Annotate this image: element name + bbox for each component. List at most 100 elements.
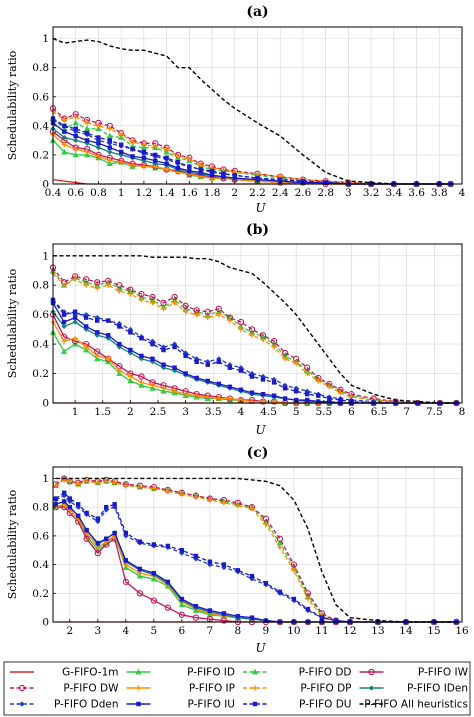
data-point-p-fifo-iu [73, 133, 78, 139]
data-point-p-fifo-du [95, 318, 100, 323]
data-point-p-fifo-iu [209, 173, 215, 178]
y-tick-label: 0.2 [32, 149, 49, 161]
data-point-p-fifo-dp [271, 344, 277, 350]
x-axis-label: U [255, 641, 266, 655]
x-tick-label: 0.8 [90, 187, 107, 199]
x-tick-label: 15 [427, 625, 440, 637]
data-point-p-fifo-dden [171, 341, 178, 347]
data-point-p-fifo-dw [18, 684, 26, 692]
legend: G-FIFO-1m P-FIFO ID P-FIFO DD P-FIFO IW P-FI… [3, 661, 471, 716]
data-point-p-fifo-dw [248, 326, 256, 333]
data-point-p-fifo-dw [94, 279, 101, 286]
data-point-p-fifo-iu [104, 536, 109, 541]
data-point-p-fifo-iu [123, 558, 129, 563]
series-p-fifo-dd [52, 475, 460, 625]
x-tick-label: 1 [72, 406, 79, 418]
data-point-p-fifo-iu [62, 129, 67, 134]
data-point-p-fifo-dp [249, 332, 255, 338]
data-point-p-fifo-dp [94, 285, 100, 291]
data-point-p-fifo-dd [72, 119, 79, 126]
data-point-p-fifo-dp [127, 291, 133, 297]
data-point-p-fifo-dp [304, 370, 310, 377]
data-point-p-fifo-ip [129, 162, 136, 168]
legend-label: P-FIFO IP [189, 683, 235, 695]
data-point-p-fifo-iu [136, 701, 141, 707]
data-point-p-fifo-iden [61, 134, 67, 141]
y-tick-label: 1 [42, 250, 49, 262]
data-point-p-fifo-dp [141, 142, 147, 148]
x-tick-label: 6.5 [371, 406, 388, 418]
data-point-p-fifo-iu [316, 399, 321, 404]
series-p-fifo-du [50, 297, 459, 406]
data-point-p-fifo-du [282, 386, 288, 391]
data-point-p-fifo-iu [95, 540, 101, 546]
data-point-p-fifo-dp [112, 480, 118, 486]
data-point-p-fifo-iu [139, 353, 144, 359]
data-point-p-fifo-dp [95, 480, 101, 486]
legend-item-p-fifo-iden: P-FIFO IDen [359, 683, 468, 695]
data-point-p-fifo-id [135, 668, 142, 675]
data-point-p-fifo-iw [122, 578, 129, 585]
legend-label: P-FIFO DD [299, 667, 352, 679]
data-point-p-fifo-du [338, 397, 343, 403]
data-point-p-fifo-iu [194, 375, 199, 381]
data-point-p-fifo-dw [171, 293, 178, 301]
data-point-p-fifo-ip [149, 382, 156, 388]
data-point-p-fifo-du [205, 362, 210, 367]
x-tick-label: 14 [399, 625, 413, 637]
data-point-p-fifo-iu [161, 362, 166, 367]
data-point-p-fifo-du [96, 135, 101, 140]
y-tick-label: 0.8 [32, 502, 49, 514]
x-tick-label: 3.2 [363, 187, 380, 199]
series-p-fifo-ip [53, 501, 459, 625]
data-point-p-fifo-dp [165, 488, 171, 494]
data-point-p-fifo-dp [129, 139, 136, 145]
data-point-p-fifo-du [175, 159, 181, 165]
data-point-p-fifo-iw [136, 590, 143, 597]
data-point-p-fifo-du [232, 173, 237, 178]
x-tick-label: 3 [94, 625, 101, 637]
series-p-fifo-iw [49, 311, 460, 407]
data-point-p-fifo-dp [216, 312, 222, 318]
data-point-p-fifo-du [150, 341, 155, 347]
data-point-p-fifo-id [136, 572, 143, 579]
data-point-p-fifo-id [160, 388, 167, 394]
legend-item-p-fifo-du: P-FIFO DU [243, 699, 352, 711]
series-p-fifo-du [53, 490, 459, 625]
series-line-p-fifo-all-heuristics [53, 255, 457, 404]
series-line-p-fifo-dp [55, 479, 457, 623]
data-point-p-fifo-dp [186, 156, 192, 162]
data-point-p-fifo-iu [221, 611, 227, 616]
data-point-p-fifo-du [137, 539, 143, 544]
data-point-p-fifo-du [172, 344, 177, 350]
data-point-p-fifo-dden [160, 344, 167, 350]
data-point-p-fifo-du [216, 359, 222, 364]
data-point-p-fifo-iden [95, 145, 102, 151]
data-point-p-fifo-iu [61, 319, 67, 325]
data-point-p-fifo-du [161, 347, 166, 353]
data-point-p-fifo-ip [127, 373, 133, 380]
data-point-p-fifo-dw [304, 364, 311, 371]
data-point-p-fifo-ip [105, 356, 111, 362]
data-point-p-fifo-dp [282, 356, 288, 362]
data-point-p-fifo-iu [221, 174, 226, 179]
data-point-p-fifo-id [83, 151, 91, 158]
data-point-p-fifo-du [319, 615, 325, 620]
data-point-p-fifo-iu [260, 391, 266, 397]
data-point-p-fifo-dden [103, 507, 109, 513]
data-point-p-fifo-du [271, 380, 277, 385]
legend-label: P-FIFO DP [300, 683, 351, 695]
x-tick-label: 0.6 [67, 187, 84, 199]
y-tick-label: 0 [42, 617, 49, 629]
x-tick-label: 1.8 [204, 187, 221, 199]
data-point-p-fifo-dd [95, 125, 102, 132]
data-point-p-fifo-iu [128, 347, 133, 353]
legend-label: P-FIFO IU [188, 699, 235, 711]
data-point-p-fifo-dp [235, 503, 241, 509]
data-point-p-fifo-dp [277, 544, 283, 550]
data-point-p-fifo-du [153, 152, 158, 158]
data-point-p-fifo-dp [164, 146, 170, 152]
data-point-p-fifo-dden [123, 533, 129, 539]
data-point-p-fifo-ip [205, 394, 211, 400]
data-point-p-fifo-ip [135, 685, 142, 691]
